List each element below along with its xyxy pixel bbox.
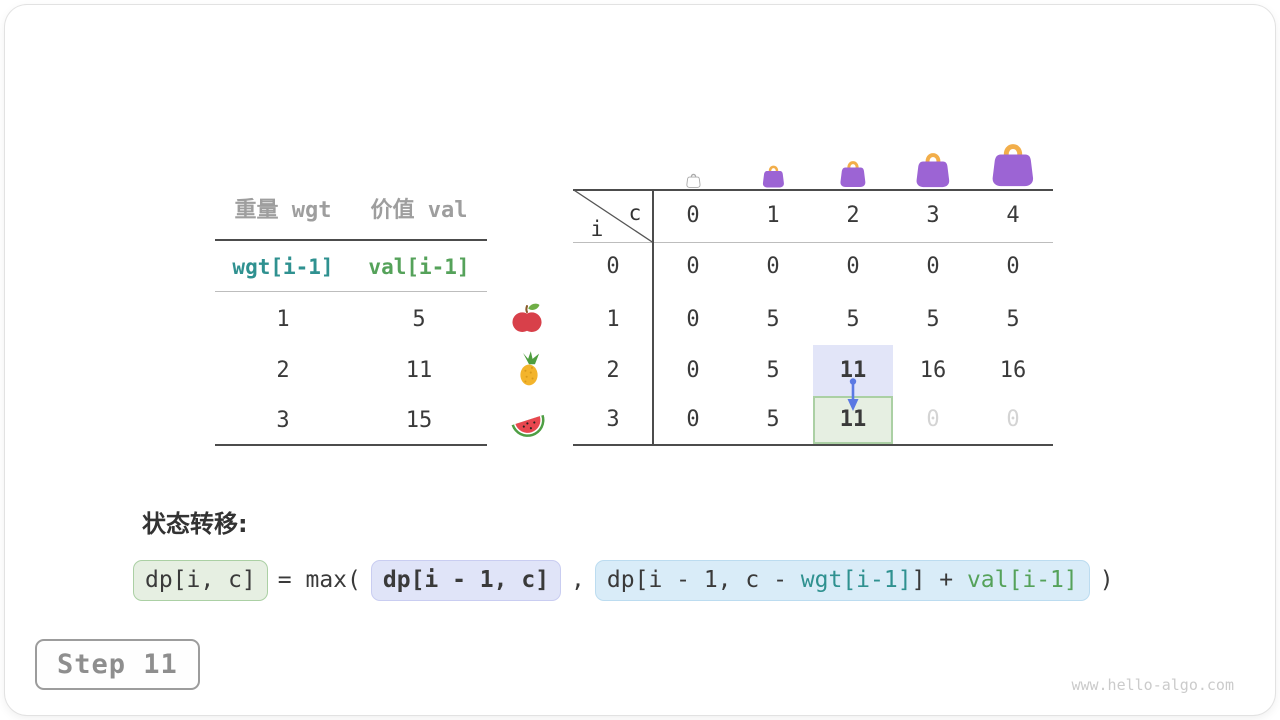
bag-outline-icon (686, 173, 701, 188)
state-transition-label: 状态转移: (142, 510, 248, 538)
formula-include-mid: ] + (911, 567, 967, 593)
dp-cell: 5 (846, 307, 860, 332)
dp-cell: 0 (926, 254, 940, 279)
dp-cell: 5 (1006, 307, 1020, 332)
dp-cell: 0 (686, 307, 700, 332)
dp-col-header: 2 (846, 203, 860, 228)
dp-cell: 5 (926, 307, 940, 332)
item-cell: 15 (405, 408, 433, 433)
formula-dp-include: dp[i - 1, c - wgt[i-1]] + val[i-1] (594, 560, 1090, 601)
dp-cell: 0 (1006, 254, 1020, 279)
weight-column-header: 重量 wgt (234, 198, 332, 223)
bag-small-icon (762, 165, 784, 188)
item-cell: 2 (276, 358, 290, 383)
items-table-mid-rule (215, 291, 487, 292)
item-cell: 1 (276, 307, 290, 332)
dp-cell: 0 (926, 407, 940, 432)
dp-cell: 11 (839, 358, 867, 383)
dp-col-header: 1 (766, 203, 780, 228)
item-cell: 11 (405, 358, 433, 383)
dp-row-header: 1 (606, 307, 620, 332)
dp-col-header: 4 (1006, 203, 1020, 228)
dp-cell: 0 (846, 254, 860, 279)
formula-dp-exclude: dp[i - 1, c] (370, 560, 562, 601)
transition-arrow-icon (847, 378, 859, 411)
dp-table-vertical-rule (652, 189, 654, 446)
dp-cell: 16 (999, 358, 1027, 383)
formula-dp-current: dp[i, c] (133, 560, 268, 601)
items-table-top-rule (215, 239, 487, 241)
corner-c-label: c (628, 201, 642, 225)
dp-cell: 5 (766, 307, 780, 332)
corner-i-label: i (590, 217, 604, 241)
formula-include-prefix: dp[i - 1, c - (606, 567, 801, 593)
formula-comma: , (571, 567, 585, 594)
dp-cell: 16 (919, 358, 947, 383)
corner-diagonal-line (573, 189, 653, 243)
dp-cell: 11 (839, 407, 867, 432)
formula-val-term: val[i-1] (966, 567, 1078, 593)
bag-xlarge-icon (992, 144, 1034, 187)
dp-cell: 5 (766, 407, 780, 432)
dp-cell: 5 (766, 358, 780, 383)
dp-row-header: 3 (606, 407, 620, 432)
formula-close-paren: ) (1099, 567, 1114, 594)
item-cell: 5 (412, 307, 426, 332)
formula-wgt-term: wgt[i-1] (800, 567, 912, 593)
dp-col-header: 3 (926, 203, 940, 228)
dp-table-top-rule (573, 189, 1053, 191)
bag-large-icon (916, 153, 950, 188)
formula-operator: = max( (277, 567, 361, 594)
pineapple-icon (520, 351, 540, 386)
dp-row-header: 0 (606, 254, 620, 279)
wgt-subheader: wgt[i-1] (232, 255, 334, 279)
dp-col-header: 0 (686, 203, 700, 228)
watermelon-icon (511, 414, 545, 437)
dp-cell: 0 (1006, 407, 1020, 432)
dp-cell: 0 (686, 254, 700, 279)
dp-table-bottom-rule (573, 444, 1053, 446)
dp-row-header: 2 (606, 358, 620, 383)
watermark: www.hello-algo.com (1071, 676, 1234, 694)
dp-cell: 0 (686, 407, 700, 432)
value-column-header: 价值 val (370, 198, 468, 223)
val-subheader: val[i-1] (368, 255, 470, 279)
items-table-bottom-rule (215, 444, 487, 446)
step-badge: Step 11 (35, 639, 200, 690)
state-transition-formula: dp[i, c] = max( dp[i - 1, c] , dp[i - 1,… (133, 560, 1114, 601)
item-cell: 3 (276, 408, 290, 433)
apple-icon (512, 303, 542, 332)
dp-table-header-rule (573, 242, 1053, 243)
dp-cell: 0 (766, 254, 780, 279)
bag-medium-icon (840, 161, 866, 187)
dp-cell: 0 (686, 358, 700, 383)
